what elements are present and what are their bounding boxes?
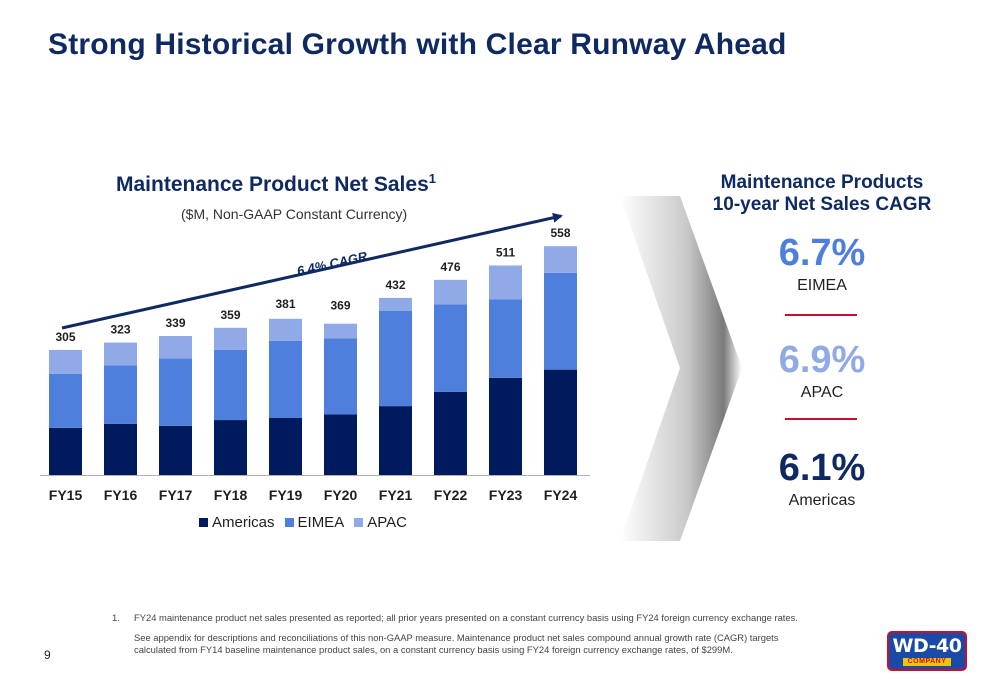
cagr-title-line2: 10-year Net Sales CAGR <box>712 194 932 215</box>
x-tick-fy24: FY24 <box>544 487 578 503</box>
bar-segment-apac-fy20 <box>324 323 357 339</box>
total-label-fy24: 558 <box>550 226 570 240</box>
footnote-number: 1. <box>112 612 120 623</box>
total-label-fy23: 511 <box>496 245 516 259</box>
x-tick-fy23: FY23 <box>489 487 523 503</box>
chart-subtitle: ($M, Non-GAAP Constant Currency) <box>181 206 408 222</box>
bar-segment-americas-fy19 <box>269 418 302 475</box>
bar-segment-eimea-fy19 <box>269 340 302 419</box>
bar-segment-americas-fy22 <box>434 391 467 475</box>
company-logo: WD-40 COMPANY <box>887 631 967 671</box>
chart-title: Maintenance Product Net Sales1 <box>116 171 436 197</box>
legend-item-americas: Americas <box>199 514 275 531</box>
bar-segment-eimea-fy23 <box>489 299 522 378</box>
stacked-bar-chart: 305 FY15 323 FY16 339 FY17 359 FY18 381 FY19 369 FY… <box>40 212 590 503</box>
total-label-fy22: 476 <box>440 260 460 274</box>
legend-label: Americas <box>212 514 275 531</box>
legend-item-eimea: EIMEA <box>284 514 345 531</box>
total-label-fy19: 381 <box>275 297 295 311</box>
cagr-divider <box>785 418 857 420</box>
bar-segment-eimea-fy22 <box>434 304 467 392</box>
chart-title-text: Maintenance Product Net Sales <box>116 173 429 196</box>
cagr-value: 6.7% <box>778 232 866 274</box>
cagr-annotation: 6.4% CAGR <box>295 248 369 278</box>
total-label-fy15: 305 <box>55 330 75 344</box>
total-label-fy16: 323 <box>110 323 130 337</box>
logo-subtext: COMPANY <box>903 658 951 666</box>
bar-segment-americas-fy24 <box>544 369 577 475</box>
bar-segment-americas-fy23 <box>489 377 522 475</box>
bar-segment-americas-fy18 <box>214 420 247 475</box>
bar-segment-eimea-fy24 <box>544 272 577 370</box>
bar-segment-apac-fy18 <box>214 327 247 350</box>
page-number: 9 <box>44 648 51 662</box>
footnote-text: FY24 maintenance product net sales prese… <box>134 612 798 623</box>
bar-segment-eimea-fy21 <box>379 311 412 407</box>
footnotes: 1. FY24 maintenance product net sales pr… <box>112 612 812 656</box>
x-tick-fy15: FY15 <box>49 487 83 503</box>
cagr-panel-title: Maintenance Products 10-year Net Sales C… <box>680 172 964 216</box>
x-tick-fy16: FY16 <box>104 487 138 503</box>
legend-swatch <box>284 518 294 527</box>
legend-label: APAC <box>367 514 407 531</box>
bar-segment-americas-fy20 <box>324 414 357 475</box>
bar-segment-americas-fy17 <box>159 425 192 475</box>
cagr-value: 6.1% <box>778 447 866 489</box>
total-label-fy17: 339 <box>165 316 185 330</box>
bar-segment-apac-fy17 <box>159 336 192 359</box>
bar-segment-americas-fy15 <box>49 427 82 475</box>
total-label-fy21: 432 <box>385 278 405 292</box>
cagr-item-americas: 6.1% Americas <box>722 447 922 511</box>
bar-segment-apac-fy19 <box>269 318 302 341</box>
bar-segment-apac-fy22 <box>434 279 467 305</box>
legend-item-apac: APAC <box>354 514 407 531</box>
bar-segment-eimea-fy16 <box>104 365 137 424</box>
bar-segment-apac-fy24 <box>544 246 577 273</box>
total-label-fy20: 369 <box>330 299 350 313</box>
legend-swatch <box>199 518 208 527</box>
cagr-item-eimea: 6.7% EIMEA <box>722 232 922 296</box>
bar-segment-americas-fy16 <box>104 423 137 475</box>
x-tick-fy20: FY20 <box>324 487 358 503</box>
cagr-item-apac: 6.9% APAC <box>722 339 922 403</box>
x-tick-fy21: FY21 <box>379 487 413 503</box>
x-tick-fy22: FY22 <box>434 487 468 503</box>
cagr-label: EIMEA <box>797 277 847 294</box>
slide-title: Strong Historical Growth with Clear Runw… <box>48 28 787 61</box>
x-tick-fy17: FY17 <box>159 487 193 503</box>
bar-segment-americas-fy21 <box>379 406 412 475</box>
cagr-value: 6.9% <box>778 339 866 381</box>
bar-segment-apac-fy15 <box>49 349 82 374</box>
bar-segment-eimea-fy17 <box>159 358 192 426</box>
bar-segment-apac-fy23 <box>489 265 522 300</box>
chevron-arrow-graphic <box>620 196 742 541</box>
chart-legend: Americas EIMEA APAC <box>199 514 407 531</box>
footnote-2: See appendix for descriptions and reconc… <box>134 632 779 655</box>
logo-wordmark: WD-40 <box>892 635 962 657</box>
legend-label: EIMEA <box>297 514 345 531</box>
x-tick-fy19: FY19 <box>269 487 303 503</box>
cagr-divider <box>785 314 857 316</box>
bar-segment-apac-fy21 <box>379 297 412 311</box>
chart-title-footnote-ref: 1 <box>428 171 436 186</box>
bar-segment-eimea-fy20 <box>324 338 357 415</box>
bar-segment-apac-fy16 <box>104 342 137 366</box>
cagr-trend-arrow <box>61 212 563 330</box>
bar-segment-eimea-fy18 <box>214 349 247 421</box>
bar-segment-eimea-fy15 <box>49 373 82 428</box>
cagr-label: Americas <box>788 492 856 509</box>
footnote-1: 1. FY24 maintenance product net sales pr… <box>112 612 812 624</box>
x-tick-fy18: FY18 <box>214 487 248 503</box>
total-label-fy18: 359 <box>220 308 240 322</box>
legend-swatch <box>354 518 364 527</box>
cagr-label: APAC <box>800 384 844 401</box>
cagr-title-line1: Maintenance Products <box>720 172 924 193</box>
